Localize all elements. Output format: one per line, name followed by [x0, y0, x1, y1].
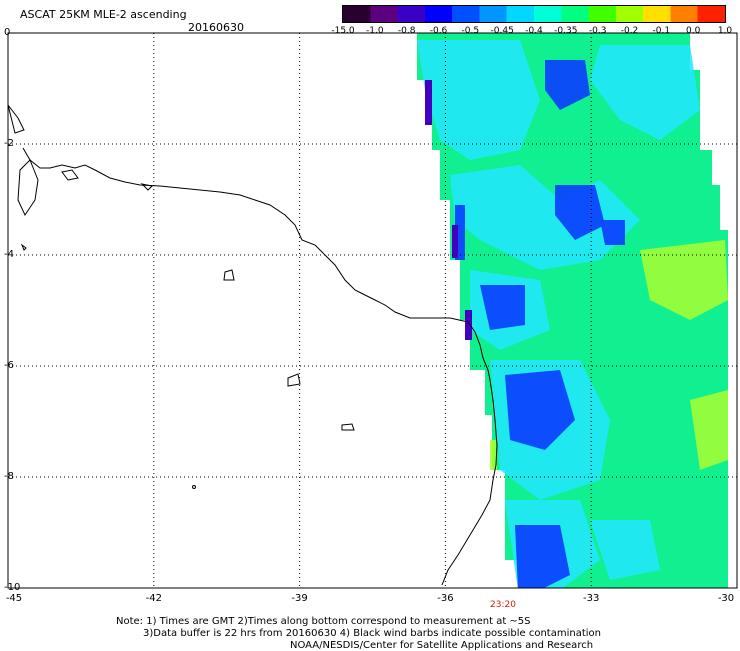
color-scale-label: -0.35 [554, 26, 578, 36]
island-small-2 [61, 169, 79, 181]
longitude-label: -33 [583, 593, 600, 604]
color-scale-label: -0.4 [525, 26, 543, 36]
ascat-swath [417, 33, 728, 588]
island-small-5 [287, 373, 301, 387]
island-small-1 [7, 104, 25, 134]
color-scale-label: -15.0 [331, 26, 355, 36]
map-frame [7, 32, 738, 589]
color-scale-label: -1.0 [366, 26, 384, 36]
latitude-label: -8 [4, 471, 14, 482]
latitude-label: -10 [4, 582, 21, 593]
product-date: 20160630 [188, 21, 244, 34]
latitude-label: -2 [4, 138, 14, 149]
note-line-3: NOAA/NESDIS/Center for Satellite Applica… [290, 640, 594, 651]
swath-purple-edge [425, 80, 472, 340]
longitude-label: -39 [291, 593, 308, 604]
color-scale-label: -0.1 [652, 26, 671, 36]
brazil-coastline [22, 147, 498, 586]
coastline [7, 104, 498, 586]
color-scale-label: 1.0 [717, 26, 733, 36]
swath-blue-region [455, 60, 625, 588]
longitude-label: -45 [5, 593, 23, 604]
color-scale-bar [342, 5, 726, 23]
color-scale-label: -0.3 [588, 26, 607, 36]
color-scale-label: 0.0 [685, 26, 701, 36]
color-scale-label: -0.45 [490, 26, 514, 36]
product-title: ASCAT 25KM MLE-2 ascending [20, 8, 187, 21]
grid-lines [8, 33, 737, 588]
longitude-label: -30 [717, 593, 735, 604]
color-scale-label: -0.2 [620, 26, 639, 36]
swath-cyan-region [417, 40, 700, 588]
latitude-label: -4 [4, 249, 14, 260]
island-small-3 [140, 183, 154, 191]
color-scale-label: -0.6 [429, 26, 448, 36]
note-line-2: 3)Data buffer is 22 hrs from 20160630 4)… [143, 628, 601, 639]
island-marajo [17, 159, 39, 217]
pass-time-label: 23:20 [490, 600, 516, 610]
color-scale-label: -0.8 [397, 26, 416, 36]
island-small-8 [20, 243, 27, 251]
color-scale-label: -0.5 [461, 26, 480, 36]
island-small-6 [341, 423, 355, 431]
note-line-1: Note: 1) Times are GMT 2)Times along bot… [116, 616, 531, 627]
latitude-label: 0 [4, 27, 11, 38]
longitude-label: -36 [437, 593, 454, 604]
swath-yellow-green-region [490, 240, 728, 470]
island-small-4 [223, 269, 235, 281]
longitude-label: -42 [145, 593, 162, 604]
island-small-7 [192, 485, 196, 489]
latitude-label: -6 [4, 360, 14, 371]
